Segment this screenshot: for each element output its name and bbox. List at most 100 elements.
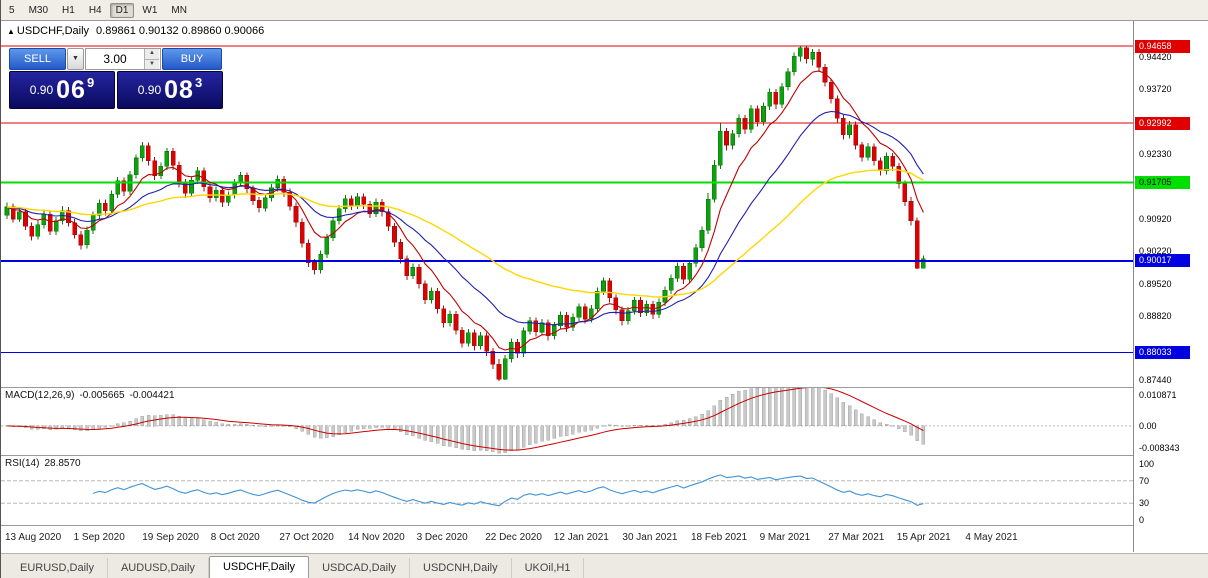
chart-title: ▲ USDCHF,Daily 0.89861 0.90132 0.89860 0.9… xyxy=(7,25,264,37)
macd-panel[interactable]: MACD(12,26,9) -0.005665 -0.004421 xyxy=(1,388,1133,455)
volume-spinner: ▲ ▼ xyxy=(144,49,159,69)
buy-price-display[interactable]: 0.90 08 3 xyxy=(117,71,223,109)
rsi-axis-70: 70 xyxy=(1139,475,1150,486)
chart-symbol-period: USDCHF,Daily xyxy=(16,25,90,37)
volume-field: ▲ ▼ xyxy=(85,48,161,70)
price-axis-label: 0.92330 xyxy=(1139,148,1172,159)
horizontal-line-objects[interactable] xyxy=(1,45,1133,354)
rsi-name: RSI(14) xyxy=(5,458,40,469)
sell-price-fraction: 9 xyxy=(86,74,95,90)
separator[interactable] xyxy=(1,455,1208,456)
price-badge-0.94658: 0.94658 xyxy=(1135,39,1190,53)
macd-chart xyxy=(1,388,1133,454)
price-badge-0.92992: 0.92992 xyxy=(1135,116,1190,130)
macd-axis-min: -0.008343 xyxy=(1139,443,1180,453)
ema-50-line xyxy=(6,168,924,298)
main-chart[interactable]: ▲ USDCHF,Daily 0.89861 0.90132 0.89860 0.9… xyxy=(1,21,1133,387)
sell-price-main: 0.90 xyxy=(29,83,54,97)
macd-axis-max: 0.010871 xyxy=(1139,390,1177,400)
date-label: 30 Jan 2021 xyxy=(622,532,678,543)
trade-buttons-row: SELL ▼ ▲ ▼ BUY xyxy=(9,48,223,70)
chart-tab-audusd[interactable]: AUDUSD,Daily xyxy=(108,558,209,578)
price-axis-label: 0.90220 xyxy=(1139,246,1172,257)
date-label: 27 Oct 2020 xyxy=(279,532,334,543)
chart-tab-usdcad[interactable]: USDCAD,Daily xyxy=(309,558,411,578)
rsi-axis-30: 30 xyxy=(1139,498,1150,509)
ema-20-line xyxy=(6,110,924,326)
rsi-axis-100: 100 xyxy=(1139,459,1155,469)
macd-signal-value: -0.004421 xyxy=(129,390,175,401)
sell-price-pips: 06 xyxy=(56,75,86,104)
timeframe-button-5[interactable]: 5 xyxy=(9,4,15,16)
macd-histogram xyxy=(5,388,926,454)
separator xyxy=(1,525,1208,526)
chevron-down-icon: ▼ xyxy=(72,55,79,62)
price-axis-label: 0.88820 xyxy=(1139,311,1172,322)
macd-label: MACD(12,26,9) -0.005665 -0.004421 xyxy=(5,390,180,401)
date-label: 4 May 2021 xyxy=(965,532,1018,543)
rsi-value: 28.8570 xyxy=(44,458,81,469)
price-badge-0.91705: 0.91705 xyxy=(1135,176,1190,190)
chart-tab-eurusd[interactable]: EURUSD,Daily xyxy=(7,558,108,578)
date-label: 22 Dec 2020 xyxy=(485,532,542,543)
buy-button[interactable]: BUY xyxy=(162,48,222,70)
separator[interactable] xyxy=(1,387,1208,388)
rsi-panel[interactable]: RSI(14) 28.8570 xyxy=(1,456,1133,525)
macd-main-value: -0.005665 xyxy=(79,390,125,401)
price-axis: 0.94420 0.93720 0.92330 0.90920 0.90220 0.895… xyxy=(1133,21,1208,552)
separator xyxy=(1,20,1208,21)
candlestick-series xyxy=(4,46,926,381)
date-label: 12 Jan 2021 xyxy=(553,532,609,543)
volume-input[interactable] xyxy=(86,49,144,69)
chart-marker-icon: ▲ xyxy=(7,27,15,36)
date-label: 8 Oct 2020 xyxy=(210,532,260,543)
price-badge-0.88033: 0.88033 xyxy=(1135,346,1190,360)
timeframe-button-h1[interactable]: H1 xyxy=(62,4,75,16)
price-axis-label: 0.87440 xyxy=(1139,375,1172,386)
macd-axis-zero: 0.00 xyxy=(1139,420,1157,431)
chart-tab-ukoil[interactable]: UKOil,H1 xyxy=(512,558,585,578)
candlestick-chart[interactable] xyxy=(1,21,1133,387)
timeframe-button-m30[interactable]: M30 xyxy=(28,4,49,16)
trade-prices-row: 0.90 06 9 0.90 08 3 xyxy=(9,71,223,109)
date-label: 14 Nov 2020 xyxy=(348,532,405,543)
price-axis-label: 0.90920 xyxy=(1139,214,1172,225)
date-label: 18 Feb 2021 xyxy=(691,532,748,543)
ema-8-line xyxy=(6,70,924,351)
chart-ohlc-values: 0.89861 0.90132 0.89860 0.90066 xyxy=(96,25,265,37)
buy-price-main: 0.90 xyxy=(137,83,162,97)
buy-price-fraction: 3 xyxy=(194,74,203,90)
trade-options-dropdown[interactable]: ▼ xyxy=(67,48,84,70)
price-axis-label: 0.89520 xyxy=(1139,278,1172,289)
timeframe-button-mn[interactable]: MN xyxy=(171,4,187,16)
rsi-line xyxy=(92,474,924,507)
price-axis-label: 0.94420 xyxy=(1139,52,1172,63)
buy-price-pips: 08 xyxy=(164,75,194,104)
volume-decrease-button[interactable]: ▼ xyxy=(145,58,159,69)
timeframe-toolbar: 5 M30 H1 H4 D1 W1 MN xyxy=(1,0,1208,20)
date-label: 3 Dec 2020 xyxy=(416,532,468,543)
date-label: 19 Sep 2020 xyxy=(142,532,199,543)
chart-tabs-bar: EURUSD,Daily AUDUSD,Daily USDCHF,Daily USDC… xyxy=(1,553,1208,578)
chart-tab-usdcnh[interactable]: USDCNH,Daily xyxy=(410,558,512,578)
date-label: 27 Mar 2021 xyxy=(828,532,885,543)
rsi-chart xyxy=(1,474,1133,507)
timeframe-button-h4[interactable]: H4 xyxy=(88,4,102,16)
macd-signal-line xyxy=(6,388,924,451)
moving-average-lines xyxy=(6,70,924,351)
date-label: 13 Aug 2020 xyxy=(5,532,62,543)
one-click-trade-panel: SELL ▼ ▲ ▼ BUY 0.90 06 9 xyxy=(9,48,223,109)
chart-tab-usdchf[interactable]: USDCHF,Daily xyxy=(208,556,310,578)
sell-button[interactable]: SELL xyxy=(9,48,66,70)
timeframe-button-w1[interactable]: W1 xyxy=(142,4,158,16)
timeframe-button-d1[interactable]: D1 xyxy=(109,2,135,18)
volume-increase-button[interactable]: ▲ xyxy=(145,49,159,59)
macd-name: MACD(12,26,9) xyxy=(5,390,75,401)
time-axis: 13 Aug 2020 1 Sep 2020 19 Sep 2020 8 Oct 20… xyxy=(1,526,1133,552)
date-label: 1 Sep 2020 xyxy=(73,532,125,543)
price-badge-0.90017: 0.90017 xyxy=(1135,254,1190,268)
sell-price-display[interactable]: 0.90 06 9 xyxy=(9,71,115,109)
date-label: 9 Mar 2021 xyxy=(759,532,811,543)
rsi-label: RSI(14) 28.8570 xyxy=(5,458,86,469)
